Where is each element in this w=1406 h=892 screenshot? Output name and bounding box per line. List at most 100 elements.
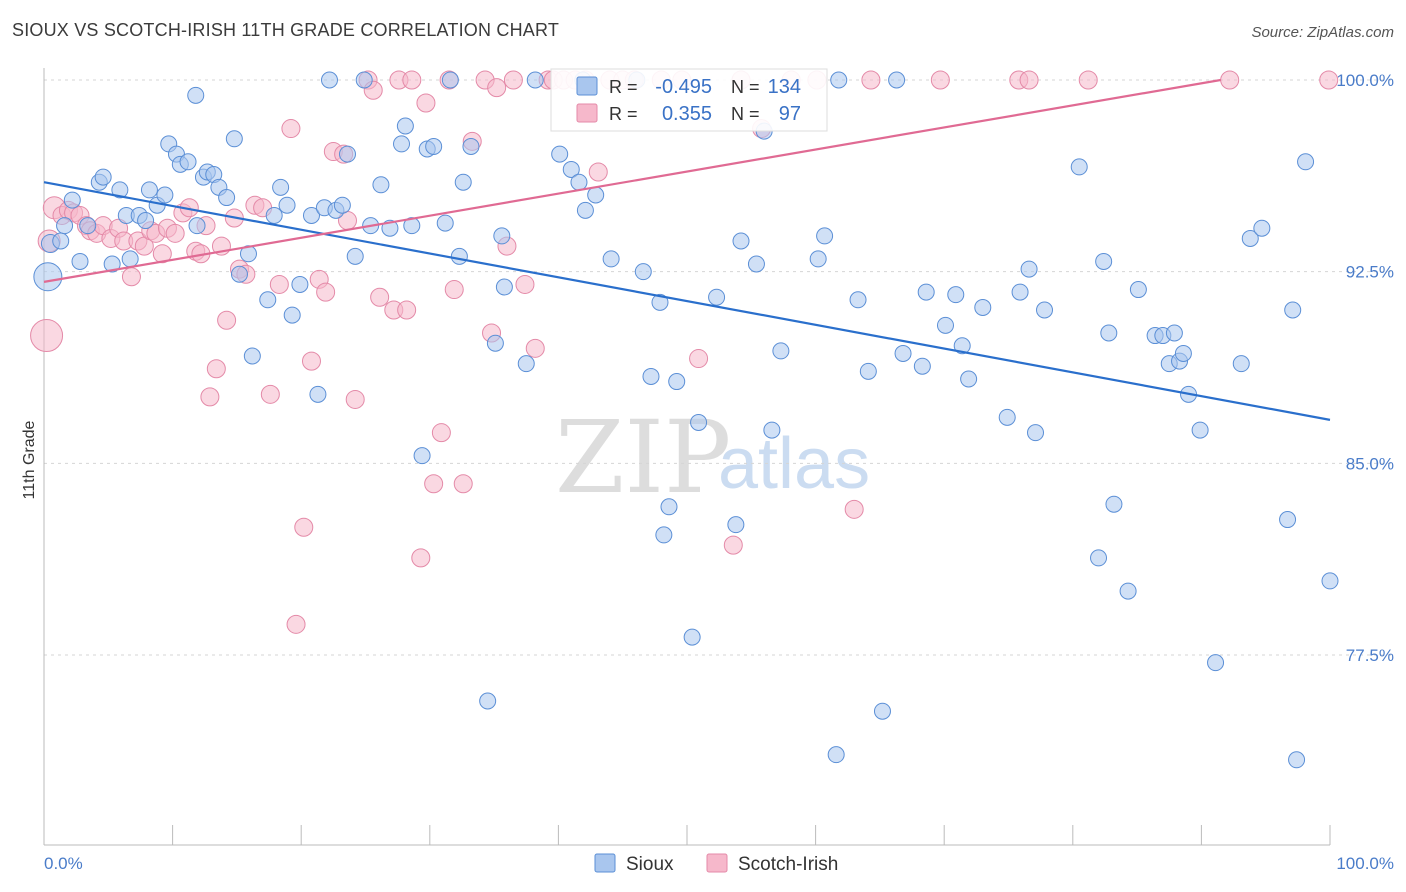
scotch-irish-point <box>397 300 417 320</box>
scotch-irish-point <box>844 499 864 519</box>
sioux-point <box>63 191 81 209</box>
y-axis-title: 11th Grade <box>21 420 38 499</box>
sioux-point <box>974 298 992 316</box>
y-tick-label: 85.0% <box>1346 454 1394 473</box>
sioux-point <box>111 181 129 199</box>
scotch-irish-point <box>1220 70 1240 90</box>
sioux-point <box>413 447 431 465</box>
scotch-irish-point <box>1019 70 1039 90</box>
scotch-irish-point <box>30 319 64 353</box>
scotch-irish-point <box>444 280 464 300</box>
scotch-irish-point <box>723 535 743 555</box>
sioux-point <box>894 344 912 362</box>
sioux-point <box>1119 582 1137 600</box>
sioux-point <box>56 217 74 235</box>
sioux-point <box>708 288 726 306</box>
scotch-irish-point <box>286 614 306 634</box>
legend-r-value-scotch-irish: 0.355 <box>662 103 712 125</box>
sioux-point <box>998 408 1016 426</box>
sioux-point <box>156 186 174 204</box>
sioux-point <box>272 178 290 196</box>
bottom-legend-label-scotch-irish: Scotch-Irish <box>738 854 838 875</box>
sioux-point <box>809 250 827 268</box>
sioux-point <box>526 71 544 89</box>
x-tick-label-min: 0.0% <box>44 854 83 873</box>
sioux-point <box>346 247 364 265</box>
sioux-point <box>137 212 155 230</box>
bottom-legend-label-sioux: Sioux <box>626 854 674 875</box>
scotch-irish-point <box>515 274 535 294</box>
legend-swatch-scotch-irish <box>576 103 598 123</box>
legend-n-label-scotch-irish: N = <box>731 104 760 124</box>
sioux-point <box>1253 219 1271 237</box>
scotch-irish-point <box>165 223 185 243</box>
sioux-point <box>1241 229 1259 247</box>
sioux-point <box>859 362 877 380</box>
sioux-point <box>486 334 504 352</box>
scotch-irish-point <box>487 78 507 98</box>
scotch-irish-point <box>269 274 289 294</box>
sioux-point <box>1165 324 1183 342</box>
scotch-irish-point <box>588 162 608 182</box>
chart-title: SIOUX VS SCOTCH-IRISH 11TH GRADE CORRELA… <box>12 20 560 40</box>
sioux-point <box>1174 344 1192 362</box>
sioux-point <box>462 137 480 155</box>
sioux-point <box>1095 252 1113 270</box>
scotch-irish-point <box>152 244 172 264</box>
legend-r-value-sioux: -0.495 <box>655 76 712 98</box>
sioux-point <box>830 71 848 89</box>
sioux-point <box>425 137 443 155</box>
sioux-point <box>655 526 673 544</box>
sioux-point <box>772 342 790 360</box>
sioux-point <box>495 278 513 296</box>
sioux-point <box>517 355 535 373</box>
scotch-irish-point <box>121 267 141 287</box>
sioux-point <box>562 160 580 178</box>
sioux-point <box>283 306 301 324</box>
sioux-point <box>576 201 594 219</box>
stats-legend: R = -0.495 N = 134 R = 0.355 N = 97 <box>550 68 828 132</box>
sioux-point <box>188 217 206 235</box>
sioux-point <box>1036 301 1054 319</box>
scotch-irish-point <box>200 387 220 407</box>
sioux-point <box>816 227 834 245</box>
bottom-legend-swatch-scotch-irish <box>706 853 728 873</box>
sioux-point <box>1070 158 1088 176</box>
sioux-point <box>302 206 320 224</box>
axes <box>43 68 1331 846</box>
scotch-irish-point <box>402 70 422 90</box>
y-tick-label: 100.0% <box>1336 71 1394 90</box>
sioux-point <box>660 498 678 516</box>
scotch-irish-point <box>345 389 365 409</box>
sioux-point <box>747 255 765 273</box>
sioux-point <box>873 702 891 720</box>
sioux-point <box>441 71 459 89</box>
sioux-point <box>338 145 356 163</box>
scotch-irish-trend-line <box>43 78 1221 283</box>
sioux-point <box>551 145 569 163</box>
sioux-point <box>103 255 121 273</box>
sioux-point <box>436 214 454 232</box>
sioux-point <box>454 173 472 191</box>
sioux-point <box>265 206 283 224</box>
watermark-atlas: atlas <box>718 424 870 504</box>
legend-swatch-sioux <box>576 76 598 96</box>
sioux-point <box>218 189 236 207</box>
sioux-point <box>493 227 511 245</box>
sioux-point <box>33 262 63 292</box>
sioux-point <box>1191 421 1209 439</box>
sioux-point <box>953 337 971 355</box>
scotch-irish-points <box>30 70 1339 634</box>
sioux-point <box>355 71 373 89</box>
sioux-point <box>1105 495 1123 513</box>
scotch-irish-point <box>861 70 881 90</box>
scotch-irish-point <box>525 338 545 358</box>
sioux-point <box>225 130 243 148</box>
scotch-irish-point <box>301 351 321 371</box>
sioux-point <box>913 357 931 375</box>
y-tick-label: 77.5% <box>1346 646 1394 665</box>
sioux-point <box>396 117 414 135</box>
sioux-point <box>763 421 781 439</box>
sioux-point <box>243 347 261 365</box>
sioux-point <box>1100 324 1118 342</box>
